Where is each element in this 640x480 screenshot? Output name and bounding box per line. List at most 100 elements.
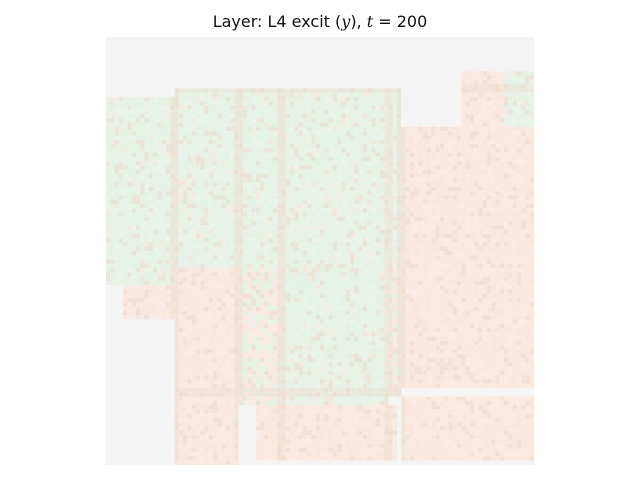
heatmap-cell bbox=[474, 186, 479, 192]
heatmap-cell bbox=[444, 182, 449, 187]
heatmap-cell bbox=[251, 122, 256, 127]
heatmap-cell bbox=[114, 71, 119, 76]
heatmap-cell bbox=[213, 229, 218, 234]
heatmap-cell bbox=[461, 109, 466, 115]
heatmap-cell bbox=[388, 165, 393, 170]
heatmap-cell bbox=[444, 148, 449, 153]
heatmap-cell bbox=[217, 79, 222, 85]
heatmap-cell bbox=[362, 92, 368, 97]
heatmap-cell bbox=[187, 229, 192, 234]
heatmap-cell bbox=[456, 152, 462, 157]
heatmap-cell bbox=[362, 101, 368, 106]
heatmap-cell bbox=[174, 88, 179, 93]
heatmap-cell bbox=[131, 101, 137, 106]
heatmap-cell bbox=[170, 49, 175, 55]
heatmap-cell bbox=[153, 66, 158, 72]
heatmap-cell bbox=[345, 79, 351, 85]
heatmap-cell bbox=[277, 84, 282, 89]
heatmap-cell bbox=[486, 169, 492, 175]
heatmap-cell bbox=[135, 84, 141, 89]
heatmap-cell bbox=[187, 122, 192, 127]
heatmap-cell bbox=[110, 75, 115, 80]
heatmap-cell bbox=[118, 233, 124, 239]
heatmap-cell bbox=[461, 199, 466, 204]
heatmap-cell bbox=[260, 66, 265, 72]
heatmap-cell bbox=[444, 131, 449, 136]
heatmap-cell bbox=[298, 109, 303, 115]
heatmap-cell bbox=[251, 165, 256, 170]
heatmap-cell bbox=[204, 238, 209, 243]
heatmap-cell bbox=[504, 225, 509, 230]
heatmap-cell bbox=[290, 66, 295, 72]
heatmap-cell bbox=[529, 173, 534, 179]
heatmap-cell bbox=[341, 84, 346, 89]
heatmap-cell bbox=[521, 191, 526, 196]
heatmap-cell bbox=[452, 135, 458, 140]
heatmap-cell bbox=[516, 79, 522, 85]
heatmap-cell bbox=[208, 109, 214, 115]
heatmap-cell bbox=[127, 114, 132, 119]
heatmap-cell bbox=[157, 66, 162, 72]
heatmap-cell bbox=[448, 92, 453, 97]
heatmap-cell bbox=[431, 54, 436, 59]
heatmap-cell bbox=[409, 212, 415, 217]
heatmap-cell bbox=[508, 156, 513, 162]
heatmap-cell bbox=[178, 49, 184, 55]
heatmap-cell bbox=[247, 109, 252, 115]
heatmap-cell bbox=[208, 191, 214, 196]
heatmap-cell bbox=[157, 49, 162, 55]
heatmap-cell bbox=[495, 131, 500, 136]
heatmap-cell bbox=[285, 225, 291, 230]
heatmap-cell bbox=[307, 178, 312, 183]
heatmap-cell bbox=[230, 238, 235, 243]
heatmap-cell bbox=[508, 126, 513, 132]
heatmap-cell bbox=[307, 182, 312, 187]
heatmap-cell bbox=[486, 139, 492, 145]
heatmap-cell bbox=[478, 139, 483, 145]
heatmap-cell bbox=[525, 79, 530, 85]
heatmap-cell bbox=[187, 169, 192, 175]
heatmap-cell bbox=[106, 229, 111, 234]
heatmap-cell bbox=[328, 37, 333, 42]
heatmap-cell bbox=[264, 66, 269, 72]
heatmap-cell bbox=[341, 45, 346, 50]
heatmap-cell bbox=[469, 58, 475, 63]
heatmap-cell bbox=[435, 195, 440, 200]
heatmap-cell bbox=[409, 173, 415, 179]
heatmap-cell bbox=[178, 62, 184, 68]
heatmap-cell bbox=[521, 144, 526, 149]
heatmap-cell bbox=[157, 246, 162, 252]
heatmap-cell bbox=[525, 49, 530, 55]
heatmap-cell bbox=[448, 139, 453, 145]
heatmap-cell bbox=[469, 118, 475, 123]
heatmap-cell bbox=[358, 126, 363, 132]
heatmap-cell bbox=[148, 79, 154, 85]
heatmap-cell bbox=[525, 62, 530, 68]
heatmap-cell bbox=[461, 178, 466, 183]
heatmap-cell bbox=[337, 165, 342, 170]
heatmap-cell bbox=[431, 242, 436, 247]
heatmap-cell bbox=[439, 75, 445, 80]
heatmap-cell bbox=[298, 152, 303, 157]
heatmap-cell bbox=[118, 84, 124, 89]
heatmap-cell bbox=[439, 122, 445, 127]
heatmap-cell bbox=[238, 148, 244, 153]
heatmap-cell bbox=[371, 246, 376, 252]
heatmap-cell bbox=[195, 62, 201, 68]
heatmap-cell bbox=[315, 88, 321, 93]
heatmap-cell bbox=[161, 45, 166, 50]
heatmap-cell bbox=[170, 178, 175, 183]
heatmap-cell bbox=[422, 79, 428, 85]
heatmap-cell bbox=[170, 191, 175, 196]
heatmap-cell bbox=[144, 105, 149, 110]
heatmap-cell bbox=[456, 54, 462, 59]
heatmap-cell bbox=[320, 203, 325, 209]
heatmap-cell bbox=[298, 126, 303, 132]
heatmap-cell bbox=[341, 199, 346, 204]
heatmap-cell bbox=[512, 212, 517, 217]
heatmap-cell bbox=[230, 79, 235, 85]
heatmap-cell bbox=[118, 114, 124, 119]
heatmap-cell bbox=[123, 199, 128, 204]
heatmap-cell bbox=[161, 88, 166, 93]
heatmap-cell bbox=[469, 135, 475, 140]
